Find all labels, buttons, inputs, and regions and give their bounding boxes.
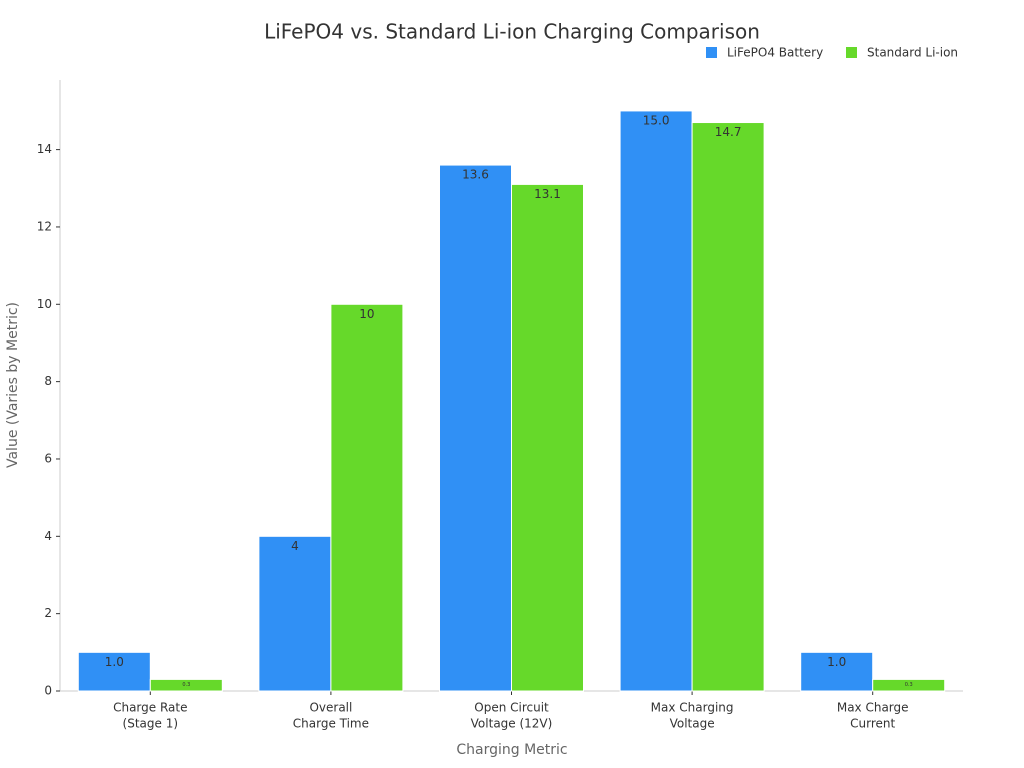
value-label: 13.1 (534, 187, 561, 201)
y-tick-label: 4 (44, 529, 52, 543)
bar (330, 303, 404, 692)
bar (511, 183, 584, 692)
bar (77, 651, 151, 692)
y-tick-label: 0 (44, 684, 52, 698)
x-tick-label: Charge Rate (113, 701, 187, 715)
value-label: 14.7 (715, 125, 742, 139)
x-axis-label: Charging Metric (456, 742, 567, 758)
x-tick-label: Voltage (670, 717, 715, 731)
y-axis-label: Value (Varies by Metric) (5, 302, 21, 468)
bar (872, 678, 946, 692)
legend-label: LiFePO4 Battery (727, 46, 823, 60)
bar (149, 678, 223, 692)
bar (439, 164, 512, 692)
value-label: 15.0 (643, 113, 670, 127)
x-tick-label: Current (850, 717, 895, 731)
value-label: 10 (359, 307, 374, 321)
value-label: 0.3 (182, 682, 190, 688)
x-tick-label: Max Charging (651, 701, 734, 715)
legend-swatch (706, 47, 717, 58)
y-tick-label: 8 (44, 374, 52, 388)
value-label: 13.6 (462, 168, 489, 182)
bar (800, 651, 874, 692)
value-label: 4 (291, 539, 299, 553)
x-tick-label: (Stage 1) (123, 717, 179, 731)
y-tick-label: 2 (44, 606, 52, 620)
x-tick-label: Open Circuit (474, 701, 549, 715)
legend-label: Standard Li-ion (867, 46, 958, 60)
x-tick-label: Voltage (12V) (471, 717, 553, 731)
y-tick-label: 12 (37, 219, 52, 233)
y-tick-label: 10 (37, 297, 52, 311)
y-tick-label: 14 (37, 142, 52, 156)
bar (258, 535, 332, 692)
legend-swatch (846, 47, 857, 58)
value-label: 1.0 (827, 655, 846, 669)
value-label: 0.3 (905, 682, 913, 688)
x-tick-label: Overall (309, 701, 352, 715)
value-label: 1.0 (105, 655, 124, 669)
y-tick-label: 6 (44, 451, 52, 465)
x-tick-label: Charge Time (293, 717, 369, 731)
chart-title: LiFePO4 vs. Standard Li-ion Charging Com… (264, 20, 760, 44)
x-tick-label: Max Charge (837, 701, 909, 715)
bar (691, 122, 765, 692)
bar (619, 110, 693, 692)
